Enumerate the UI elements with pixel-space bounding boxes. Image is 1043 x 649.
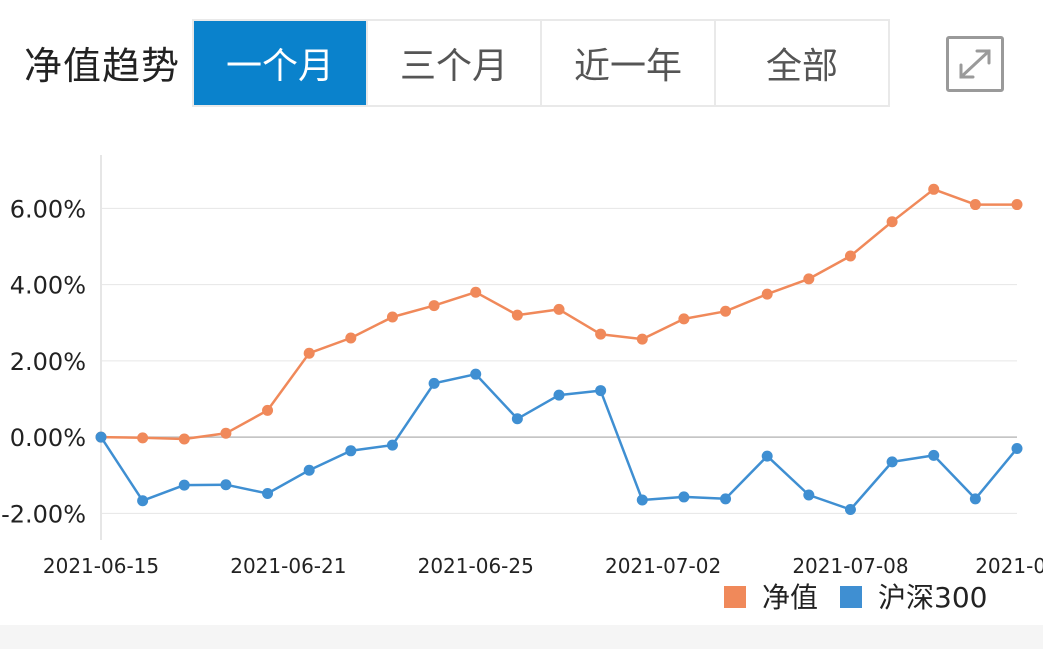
expand-icon xyxy=(959,49,991,79)
data-point xyxy=(595,385,607,397)
footer-band xyxy=(0,625,1043,649)
data-point xyxy=(928,183,940,195)
data-point xyxy=(553,303,565,315)
data-point xyxy=(178,433,190,445)
x-tick-label: 2021-06-15 xyxy=(43,554,159,578)
data-point xyxy=(1011,199,1023,211)
legend-label: 沪深300 xyxy=(878,581,987,614)
data-point xyxy=(969,493,981,505)
data-point xyxy=(511,309,523,321)
x-tick-label: 2021-07-08 xyxy=(792,554,908,578)
data-point xyxy=(761,288,773,300)
y-tick-label: -2.00% xyxy=(1,500,86,528)
nav-trend-chart: -2.00% 0.00% 2.00% 4.00% 6.00% 2021-06-15 2021… xyxy=(1,155,1043,614)
x-tick-label: 2021-07-02 xyxy=(605,554,721,578)
header: 净值趋势 一个月 三个月 近一年 全部 xyxy=(0,0,1043,120)
data-point xyxy=(428,300,440,312)
legend-swatch xyxy=(724,586,746,608)
tab-three-months[interactable]: 三个月 xyxy=(368,21,542,105)
data-point xyxy=(428,377,440,389)
x-tick-label: 2021-07 xyxy=(975,554,1043,578)
data-point xyxy=(844,504,856,516)
data-point xyxy=(262,487,274,499)
y-tick-label: 0.00% xyxy=(10,424,86,452)
data-point xyxy=(178,479,190,491)
data-point xyxy=(345,445,357,457)
data-point xyxy=(803,273,815,285)
data-point xyxy=(220,427,232,439)
data-point xyxy=(95,431,107,443)
data-point xyxy=(636,333,648,345)
tab-all[interactable]: 全部 xyxy=(716,21,888,105)
y-tick-label: 6.00% xyxy=(10,195,86,223)
section-title: 净值趋势 xyxy=(24,44,181,88)
data-point xyxy=(595,328,607,340)
data-point xyxy=(844,250,856,262)
data-point xyxy=(303,464,315,476)
x-tick-label: 2021-06-21 xyxy=(230,554,346,578)
data-point xyxy=(761,450,773,462)
data-point xyxy=(345,332,357,344)
data-point xyxy=(886,216,898,228)
data-point xyxy=(511,413,523,425)
data-point xyxy=(386,311,398,323)
data-point xyxy=(137,432,149,444)
data-point xyxy=(886,456,898,468)
tab-one-year[interactable]: 近一年 xyxy=(542,21,716,105)
y-tick-label: 2.00% xyxy=(10,348,86,376)
data-point xyxy=(720,305,732,317)
period-tabs: 一个月 三个月 近一年 全部 xyxy=(192,19,890,107)
data-point xyxy=(678,313,690,325)
data-point xyxy=(262,404,274,416)
data-point xyxy=(803,489,815,501)
data-point xyxy=(303,347,315,359)
y-tick-label: 4.00% xyxy=(10,272,86,300)
tab-one-month[interactable]: 一个月 xyxy=(194,21,368,105)
data-point xyxy=(678,491,690,503)
data-point xyxy=(969,199,981,211)
data-point xyxy=(137,495,149,507)
data-point xyxy=(470,368,482,380)
data-point xyxy=(636,494,648,506)
fullscreen-button[interactable] xyxy=(946,36,1004,92)
x-tick-label: 2021-06-25 xyxy=(418,554,534,578)
data-point xyxy=(1011,443,1023,455)
data-point xyxy=(553,389,565,401)
data-point xyxy=(928,449,940,461)
data-point xyxy=(470,286,482,298)
data-point xyxy=(386,439,398,451)
legend-label: 净值 xyxy=(762,581,818,614)
data-point xyxy=(720,493,732,505)
data-point xyxy=(220,479,232,491)
legend-swatch xyxy=(840,586,862,608)
